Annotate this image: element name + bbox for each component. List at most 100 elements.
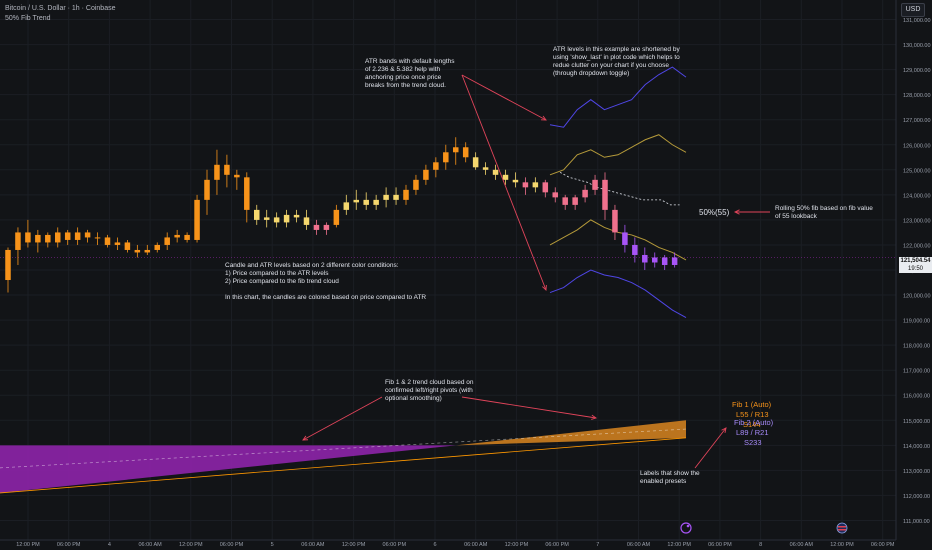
candle-body (303, 217, 310, 225)
candle-body (84, 232, 91, 238)
time-axis-label: 06:00 PM (708, 542, 732, 548)
candle (154, 242, 160, 253)
candle-body (433, 162, 439, 170)
candle-body (224, 164, 230, 175)
candle-colors-note: In this chart, the candles are colored b… (225, 294, 427, 301)
candle-body (234, 174, 240, 178)
time-axis-label: 12:00 PM (667, 542, 691, 548)
candle-body (104, 237, 111, 245)
annotation-arrow (461, 396, 598, 420)
price-axis-label: 123,000.00 (903, 218, 931, 224)
grid-lines (0, 0, 896, 540)
candle-colors-item-2: 2) Price compared to the fib trend cloud (225, 278, 339, 285)
candle-body (184, 234, 190, 240)
candle-body (443, 152, 449, 163)
candle-body (492, 169, 499, 175)
candle (55, 227, 61, 248)
chart-header: Bitcoin / U.S. Dollar · 1h · Coinbase 50… (5, 4, 116, 24)
time-axis-label: 06:00 PM (57, 542, 81, 548)
candle-body (661, 257, 668, 265)
candle-body (154, 244, 160, 250)
price-axis-label: 114,000.00 (903, 444, 930, 450)
candle-body (263, 217, 270, 220)
time-axis-label: 8 (759, 542, 762, 548)
candle (532, 177, 539, 193)
candle-body (45, 234, 51, 243)
candle-colors-title: Candle and ATR levels based on 2 differe… (225, 262, 399, 269)
time-axis-label: 7 (596, 542, 599, 548)
candle (602, 172, 608, 220)
candle-body (632, 244, 638, 255)
candle (353, 189, 359, 210)
current-price-tag: 121,504.54 19:50 (899, 257, 932, 273)
candle (164, 232, 170, 250)
candle (234, 169, 240, 190)
candle (542, 179, 549, 198)
candle-body (512, 179, 519, 183)
candle-body (293, 214, 300, 218)
candle (592, 174, 598, 195)
candle-body (164, 237, 170, 245)
candle (671, 252, 678, 268)
time-axis-label: 4 (108, 542, 111, 548)
price-axis-label: 125,000.00 (903, 168, 931, 174)
candle (423, 164, 429, 185)
candle (572, 194, 578, 210)
fib-50-line (559, 171, 680, 206)
annotation-arrows (302, 74, 770, 469)
candle-body (144, 249, 151, 253)
candle-body (363, 199, 369, 205)
candle (443, 144, 449, 170)
time-axis-label: 06:00 PM (871, 542, 895, 548)
candle-body (35, 234, 41, 243)
time-axis-label: 06:00 AM (138, 542, 162, 548)
symbol-title[interactable]: Bitcoin / U.S. Dollar · 1h · Coinbase (5, 5, 116, 12)
candle-body (532, 182, 539, 188)
annotation-atr-levels: ATR levels in this example are shortened… (553, 46, 680, 77)
currency-button[interactable]: USD (901, 3, 925, 17)
event-icon[interactable] (680, 522, 692, 534)
candle (652, 252, 658, 268)
time-axis-label: 06:00 PM (220, 542, 244, 548)
candle-body (244, 177, 250, 210)
candle (343, 194, 350, 215)
atr-upper-inner-line (549, 134, 687, 176)
candle (124, 239, 131, 253)
candle (552, 187, 558, 203)
candle (462, 142, 469, 163)
candle-body (254, 209, 260, 220)
candle (453, 137, 459, 165)
candle (84, 229, 91, 243)
candle (35, 229, 41, 253)
flag-icon[interactable] (836, 522, 848, 534)
candle (522, 177, 529, 195)
candle (45, 232, 51, 248)
candle (363, 192, 369, 210)
candle (661, 254, 668, 270)
candle (64, 229, 71, 245)
time-axis[interactable]: 12:00 PM 06:00 PM 4 06:00 AM 12:00 PM 06:00 P… (16, 542, 895, 548)
candle (114, 237, 121, 250)
cloud-mid-line (0, 428, 687, 469)
atr-lower-inner-line (549, 219, 687, 261)
candle-body (343, 202, 350, 210)
time-axis-label: 12:00 PM (830, 542, 854, 548)
annotation-arrow (302, 396, 383, 441)
time-axis-label: 06:00 PM (545, 542, 569, 548)
candle (323, 222, 330, 235)
price-axis-label: 113,000.00 (903, 469, 930, 475)
price-axis-label: 118,000.00 (903, 344, 930, 350)
candle-body (522, 182, 529, 188)
indicator-name[interactable]: 50% Fib Trend (5, 15, 51, 22)
candle-body (114, 242, 121, 245)
candle-body (423, 169, 429, 180)
candle (582, 184, 588, 203)
candle-colors-item-1: 1) Price compared to the ATR levels (225, 270, 329, 277)
price-axis-label: 111,000.00 (903, 519, 930, 525)
candle (612, 204, 618, 240)
candle-body (462, 147, 469, 158)
price-axis-label: 115,000.00 (903, 419, 930, 425)
annotation-trend-cloud: Fib 1 & 2 trend cloud based on confirmed… (385, 379, 474, 402)
candle (383, 187, 389, 208)
